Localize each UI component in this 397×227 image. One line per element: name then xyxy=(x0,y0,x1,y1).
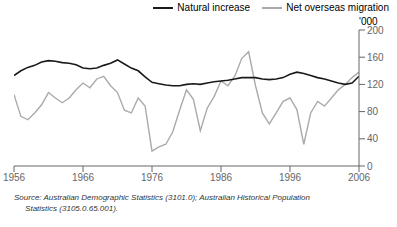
svg-text:0: 0 xyxy=(367,161,373,172)
svg-text:1996: 1996 xyxy=(279,172,302,183)
html-text:Natural increase: Natural increase xyxy=(177,2,251,13)
html-text:Source: Australian Demographic: Source: Australian Demographic Statistic… xyxy=(14,193,310,213)
svg-text:1976: 1976 xyxy=(141,172,164,183)
svg-text:40: 40 xyxy=(367,133,379,144)
svg-text:1986: 1986 xyxy=(210,172,233,183)
svg-text:80: 80 xyxy=(367,106,379,117)
svg-text:1956: 1956 xyxy=(8,172,26,183)
html-text:Net overseas migration: Net overseas migration xyxy=(286,2,389,13)
svg-text:160: 160 xyxy=(367,52,384,63)
svg-text:120: 120 xyxy=(367,79,384,90)
svg-text:2006: 2006 xyxy=(348,172,371,183)
svg-text:1966: 1966 xyxy=(72,172,95,183)
svg-text:200: 200 xyxy=(367,24,384,36)
html-text:'000: '000 xyxy=(359,16,378,27)
